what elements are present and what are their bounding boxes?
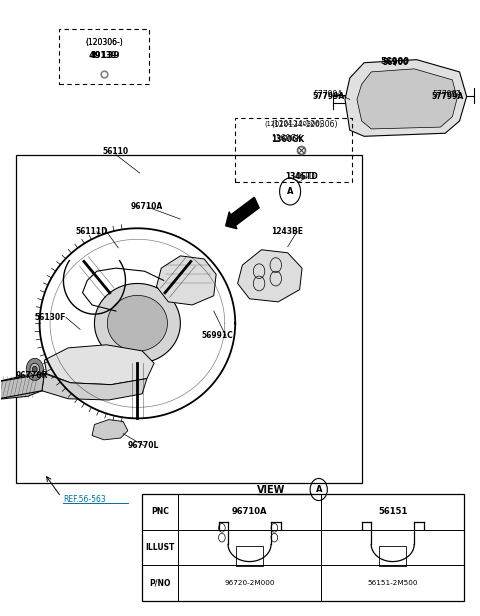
Polygon shape [92, 419, 128, 440]
Text: (120306-): (120306-) [85, 38, 123, 47]
Polygon shape [108, 296, 168, 351]
Text: 56151-2M500: 56151-2M500 [368, 580, 418, 586]
Text: 56151: 56151 [378, 507, 408, 516]
Text: 96710A: 96710A [130, 202, 163, 211]
Text: 1346TD: 1346TD [285, 172, 318, 180]
Text: 56900: 56900 [381, 57, 409, 66]
Text: 56900: 56900 [382, 58, 408, 67]
Text: 57799A: 57799A [432, 92, 464, 101]
Circle shape [33, 367, 37, 373]
FancyArrow shape [226, 197, 259, 229]
Text: 1243BE: 1243BE [271, 227, 303, 236]
Text: 57799A: 57799A [313, 90, 343, 99]
Text: ILLUST: ILLUST [145, 543, 175, 552]
Text: 1346TD: 1346TD [285, 172, 315, 180]
Text: P/NO: P/NO [149, 579, 171, 588]
Text: (120306-): (120306-) [85, 38, 123, 47]
Polygon shape [44, 345, 154, 384]
Text: 56130F: 56130F [35, 313, 66, 322]
Text: 96770R: 96770R [16, 371, 48, 380]
Polygon shape [156, 256, 216, 305]
Polygon shape [95, 283, 180, 363]
Polygon shape [0, 374, 44, 400]
Circle shape [30, 363, 39, 376]
Text: 96770L: 96770L [128, 442, 159, 450]
Text: A: A [315, 485, 322, 494]
Text: 96720-2M000: 96720-2M000 [224, 580, 275, 586]
Text: 49139: 49139 [91, 51, 117, 60]
Polygon shape [238, 249, 302, 302]
Polygon shape [357, 69, 457, 129]
Text: A: A [287, 187, 293, 196]
Text: REF.56-563: REF.56-563 [63, 495, 106, 504]
Text: 57799A: 57799A [433, 90, 462, 99]
Text: 1360GK: 1360GK [271, 135, 304, 144]
Text: 1360GK: 1360GK [271, 134, 301, 143]
Circle shape [26, 359, 43, 380]
Text: 56110: 56110 [103, 147, 129, 156]
Text: 96710A: 96710A [232, 507, 267, 516]
Polygon shape [345, 60, 467, 136]
Text: 57799A: 57799A [312, 92, 345, 101]
Text: VIEW: VIEW [257, 485, 285, 495]
Text: (120124-120306): (120124-120306) [264, 121, 323, 128]
Text: PNC: PNC [151, 507, 169, 516]
Polygon shape [42, 374, 147, 400]
Text: 49139: 49139 [88, 51, 120, 60]
Text: (120124-120306): (120124-120306) [271, 120, 337, 129]
Text: 56991C: 56991C [202, 331, 234, 340]
Text: 56111D: 56111D [75, 227, 108, 236]
